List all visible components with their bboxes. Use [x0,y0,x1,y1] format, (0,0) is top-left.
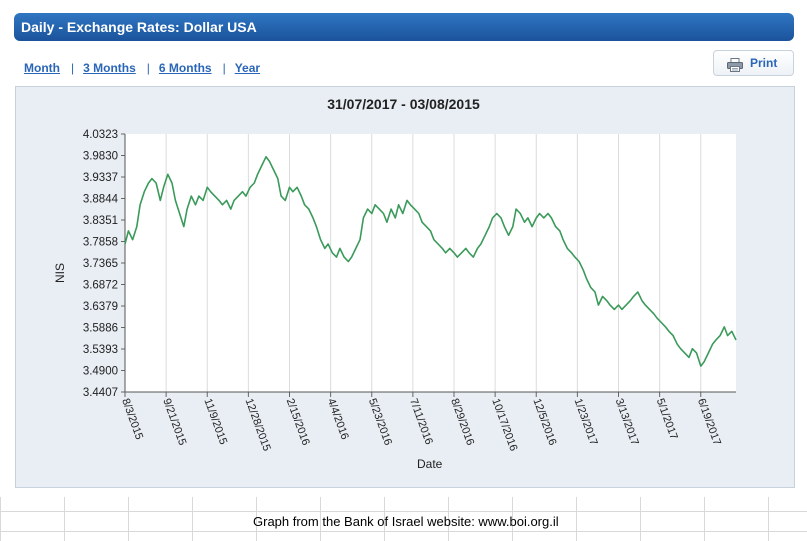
y-tick-label: 3.9830 [83,151,118,163]
x-axis-title: Date [417,457,443,471]
y-tick-label: 3.5886 [83,323,118,335]
y-tick-label: 4.0323 [83,129,118,141]
separator: | [70,61,75,75]
y-tick-label: 3.5393 [83,344,118,356]
x-tick-label: 7/11/2016 [407,397,435,446]
y-tick-label: 3.7858 [83,237,118,249]
print-button[interactable]: Print [713,50,794,76]
printer-icon [727,58,743,72]
x-tick-label: 1/23/2017 [572,397,600,447]
y-tick-label: 3.6379 [83,301,118,313]
x-tick-label: 8/3/2015 [119,397,145,441]
x-tick-label: 11/9/2015 [201,397,229,446]
line-chart: 8/3/2015 9/21/2015 11/9/2015 12/28/2015 2/15… [83,129,737,453]
y-tick-label: 3.8844 [83,194,119,206]
x-tick-label: 3/13/2017 [613,397,641,447]
y-tick-label: 3.7365 [83,258,118,270]
period-year-link[interactable]: Year [234,61,261,75]
x-tick-label: 2/15/2016 [284,397,312,447]
y-tick-label: 3.9337 [83,172,118,184]
panel-header: Daily - Exchange Rates: Dollar USA [14,13,794,41]
x-tick-label: 9/21/2015 [160,397,188,447]
x-tick-label: 10/17/2016 [489,397,519,453]
print-label: Print [750,56,778,70]
period-selector: Month | 3 Months | 6 Months | Year [24,61,260,75]
separator: | [146,61,150,75]
separator: | [222,61,226,75]
usd-rate-series-line [124,156,737,367]
y-tick-label: 3.8351 [83,215,118,227]
period-3-months-link[interactable]: 3 Months [83,61,136,75]
chart-title: 31/07/2017 - 03/08/2015 [327,96,480,112]
plot-background [125,134,736,392]
x-tick-label: 4/4/2016 [325,397,351,441]
period-6-months-link[interactable]: 6 Months [158,61,212,75]
exchange-rate-panel: Daily - Exchange Rates: Dollar USA Month… [14,13,795,488]
x-tick-label: 6/19/2017 [695,397,723,447]
x-tick-label: 5/23/2016 [366,397,394,447]
x-tick-label: 12/28/2015 [243,397,273,453]
source-caption: Graph from the Bank of Israel website: w… [253,514,559,529]
y-tick-label: 3.4407 [83,387,118,399]
x-tick-label: 8/29/2016 [448,397,476,447]
period-month-link[interactable]: Month [24,61,60,75]
y-tick-label: 3.6872 [83,280,118,292]
x-tick-label: 5/1/2017 [654,397,680,441]
y-axis-title: NIS [53,262,68,284]
y-tick-label: 3.4900 [83,366,118,378]
x-tick-label: 12/5/2016 [530,397,558,447]
